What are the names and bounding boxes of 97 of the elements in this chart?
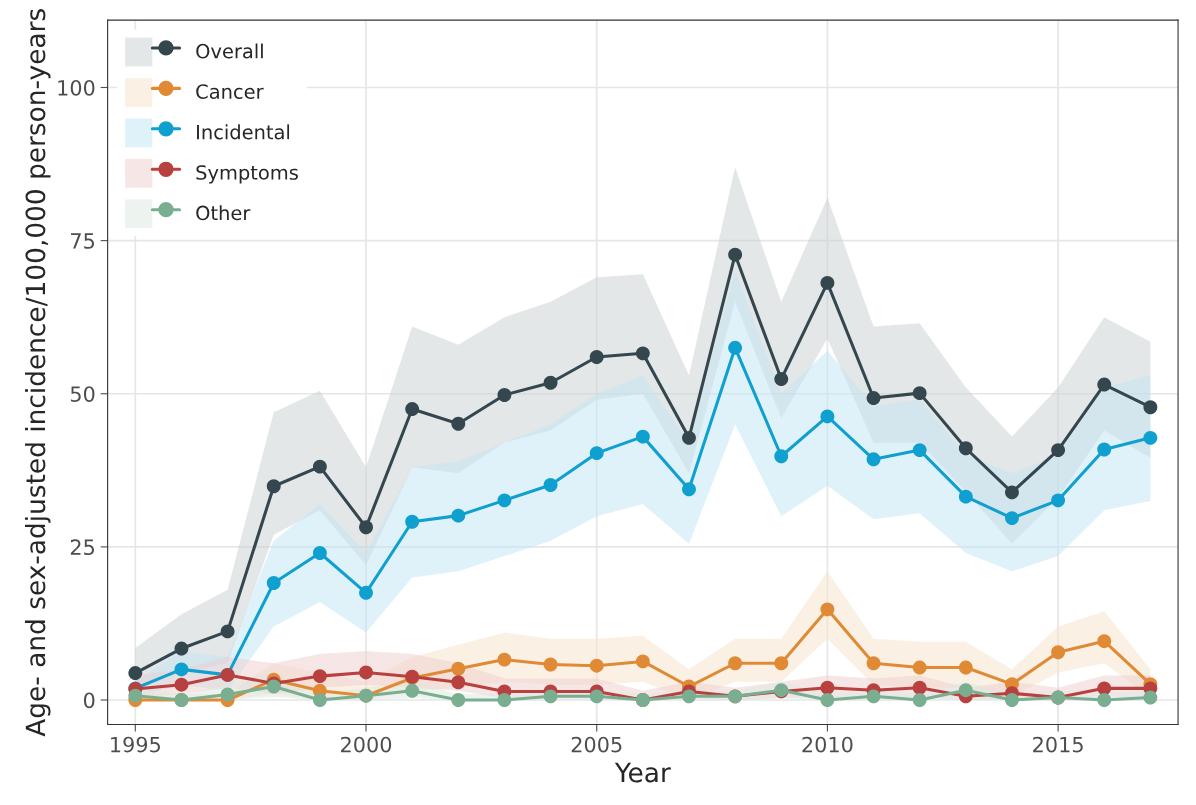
point bbox=[728, 247, 743, 262]
point bbox=[312, 546, 327, 560]
point bbox=[220, 624, 235, 639]
point bbox=[589, 446, 604, 461]
point bbox=[682, 689, 696, 704]
y-tick-label: 75 bbox=[71, 233, 95, 249]
point bbox=[312, 669, 327, 684]
y-tick-label: 25 bbox=[70, 539, 95, 556]
legend-label: Incidental bbox=[197, 124, 290, 140]
point bbox=[543, 375, 558, 390]
point bbox=[312, 693, 327, 707]
point bbox=[1005, 485, 1019, 500]
point bbox=[728, 340, 743, 355]
x-tick-label: 2010 bbox=[802, 736, 853, 753]
point bbox=[912, 386, 927, 401]
point bbox=[174, 662, 189, 677]
point bbox=[682, 430, 696, 445]
x-tick-label: 2000 bbox=[341, 736, 392, 753]
point bbox=[497, 388, 512, 402]
point bbox=[359, 520, 373, 535]
point bbox=[958, 660, 973, 675]
point bbox=[1051, 645, 1066, 660]
point bbox=[1005, 511, 1019, 526]
point bbox=[958, 441, 973, 456]
point bbox=[174, 641, 189, 656]
point bbox=[1143, 430, 1158, 445]
point bbox=[728, 656, 743, 671]
point bbox=[405, 514, 420, 529]
point bbox=[497, 693, 512, 707]
point bbox=[866, 689, 881, 704]
point bbox=[820, 275, 835, 290]
point bbox=[451, 508, 466, 523]
point bbox=[912, 660, 927, 675]
point bbox=[266, 576, 281, 590]
point bbox=[820, 602, 835, 617]
point bbox=[312, 459, 327, 474]
point bbox=[1097, 681, 1112, 696]
point bbox=[1097, 634, 1112, 649]
point bbox=[912, 443, 927, 458]
y-tick-label: 50 bbox=[70, 386, 95, 402]
point bbox=[958, 683, 973, 698]
point bbox=[682, 482, 696, 497]
legend-label: Symptoms bbox=[196, 165, 298, 184]
point bbox=[635, 654, 650, 669]
x-tick-label: 2005 bbox=[571, 736, 622, 753]
point bbox=[128, 688, 143, 703]
point bbox=[220, 687, 235, 702]
point bbox=[589, 350, 604, 364]
point bbox=[820, 693, 835, 707]
point bbox=[866, 391, 881, 405]
point bbox=[1097, 442, 1112, 457]
point bbox=[543, 657, 558, 672]
point bbox=[266, 479, 281, 494]
point bbox=[912, 693, 927, 707]
point bbox=[128, 666, 143, 680]
point bbox=[497, 493, 512, 508]
point bbox=[820, 680, 835, 695]
point bbox=[1051, 443, 1066, 458]
point bbox=[497, 652, 512, 667]
legend-label: Other bbox=[196, 205, 251, 221]
point bbox=[774, 449, 789, 464]
x-axis-title: Year bbox=[614, 762, 671, 783]
point bbox=[543, 689, 558, 704]
point bbox=[1005, 693, 1019, 707]
point bbox=[589, 689, 604, 704]
point bbox=[820, 409, 835, 424]
point bbox=[1143, 400, 1158, 415]
point bbox=[589, 658, 604, 673]
point bbox=[1143, 690, 1158, 705]
point bbox=[774, 656, 789, 671]
y-tick-label: 100 bbox=[58, 79, 95, 96]
point bbox=[912, 680, 927, 695]
point bbox=[543, 478, 558, 492]
x-tick-label: 2015 bbox=[1033, 736, 1083, 753]
point bbox=[359, 665, 373, 680]
point bbox=[451, 416, 466, 431]
y-tick-label: 0 bbox=[83, 692, 95, 709]
point bbox=[958, 489, 973, 504]
y-axis-title: Age- and sex-adjusted incidence/100,000 person-years bbox=[24, 9, 51, 737]
point bbox=[405, 683, 420, 698]
point bbox=[451, 675, 466, 690]
point bbox=[635, 346, 650, 361]
point bbox=[174, 677, 189, 692]
point bbox=[1097, 693, 1112, 707]
legend-label: Overall bbox=[196, 43, 263, 59]
point bbox=[866, 452, 881, 467]
point bbox=[635, 429, 650, 444]
legend-label: Cancer bbox=[196, 84, 264, 99]
point bbox=[1051, 493, 1066, 508]
point bbox=[451, 661, 466, 676]
point bbox=[866, 656, 881, 671]
point bbox=[405, 402, 420, 417]
point bbox=[1097, 377, 1112, 392]
point bbox=[359, 585, 373, 600]
point bbox=[774, 372, 789, 386]
point bbox=[451, 693, 466, 707]
x-tick-label: 1995 bbox=[111, 736, 161, 753]
